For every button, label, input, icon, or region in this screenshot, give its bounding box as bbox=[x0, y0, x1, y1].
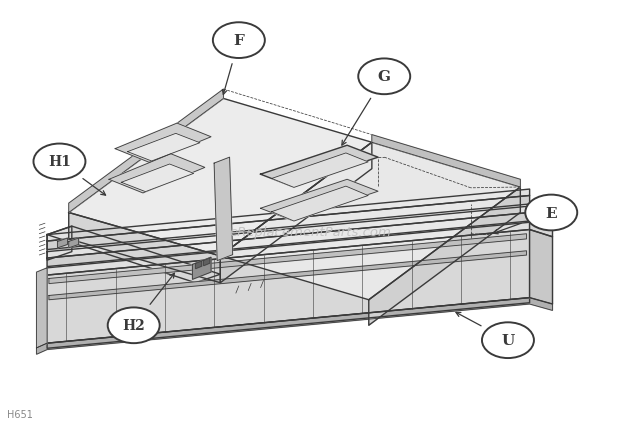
Polygon shape bbox=[47, 230, 529, 343]
Circle shape bbox=[33, 144, 86, 180]
Polygon shape bbox=[192, 258, 211, 279]
Polygon shape bbox=[115, 124, 211, 163]
Text: H1: H1 bbox=[48, 155, 71, 169]
Polygon shape bbox=[58, 239, 68, 248]
Polygon shape bbox=[69, 213, 220, 283]
Polygon shape bbox=[220, 143, 520, 300]
Polygon shape bbox=[203, 259, 210, 266]
Circle shape bbox=[358, 59, 410, 95]
Text: U: U bbox=[502, 334, 515, 347]
Polygon shape bbox=[372, 135, 520, 187]
Text: E: E bbox=[546, 206, 557, 220]
Polygon shape bbox=[128, 134, 200, 161]
Polygon shape bbox=[49, 234, 526, 284]
Polygon shape bbox=[272, 187, 368, 222]
Polygon shape bbox=[272, 153, 368, 188]
Polygon shape bbox=[47, 190, 529, 242]
Polygon shape bbox=[122, 164, 193, 192]
Polygon shape bbox=[529, 230, 552, 304]
Polygon shape bbox=[220, 143, 372, 283]
Polygon shape bbox=[69, 90, 223, 213]
Polygon shape bbox=[47, 213, 529, 267]
Text: F: F bbox=[233, 34, 244, 48]
Circle shape bbox=[213, 23, 265, 59]
Polygon shape bbox=[49, 251, 526, 300]
Polygon shape bbox=[47, 207, 529, 259]
Polygon shape bbox=[260, 180, 378, 221]
Polygon shape bbox=[69, 239, 79, 248]
Text: H651: H651 bbox=[7, 409, 33, 419]
Text: G: G bbox=[378, 70, 391, 84]
Polygon shape bbox=[109, 154, 205, 193]
Circle shape bbox=[108, 308, 160, 343]
Polygon shape bbox=[37, 268, 47, 348]
Polygon shape bbox=[260, 146, 378, 187]
Circle shape bbox=[525, 195, 577, 231]
Polygon shape bbox=[47, 196, 529, 250]
Polygon shape bbox=[37, 298, 552, 354]
Polygon shape bbox=[47, 227, 220, 283]
Polygon shape bbox=[47, 298, 529, 348]
Text: eReplacementParts.com: eReplacementParts.com bbox=[229, 226, 391, 239]
Polygon shape bbox=[47, 223, 529, 276]
Polygon shape bbox=[47, 227, 72, 261]
Polygon shape bbox=[69, 99, 372, 256]
Text: H2: H2 bbox=[122, 319, 145, 333]
Polygon shape bbox=[195, 262, 202, 269]
Circle shape bbox=[482, 322, 534, 358]
Polygon shape bbox=[369, 187, 520, 325]
Polygon shape bbox=[214, 158, 232, 261]
Polygon shape bbox=[529, 223, 552, 237]
